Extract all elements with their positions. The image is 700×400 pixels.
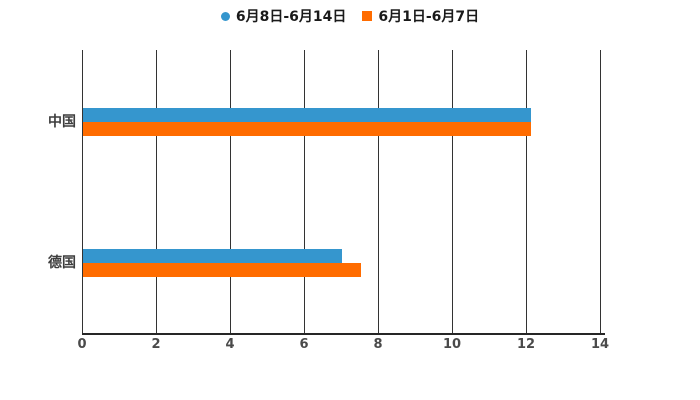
x-tick-label: 0 — [77, 337, 87, 352]
x-tick-label: 10 — [442, 337, 462, 352]
gridline — [230, 50, 231, 333]
legend-label: 6月8日-6月14日 — [235, 9, 347, 25]
legend-label: 6月1日-6月7日 — [378, 9, 480, 25]
gridline — [304, 50, 305, 333]
x-tick-label: 8 — [373, 337, 383, 352]
gridline — [82, 50, 83, 333]
bar-中国-series0 — [83, 107, 531, 122]
circle-marker-icon — [220, 11, 230, 21]
gridline — [526, 50, 527, 333]
gridline — [378, 50, 379, 333]
gridline — [452, 50, 453, 333]
gridline — [156, 50, 157, 333]
square-marker-icon — [362, 11, 373, 21]
x-tick-label: 14 — [590, 337, 610, 352]
legend-item[interactable]: 6月8日-6月14日 — [220, 6, 347, 26]
x-tick-label: 12 — [516, 337, 536, 352]
x-tick-label: 2 — [151, 337, 161, 352]
x-axis-line — [82, 333, 605, 335]
bar-德国-series1 — [83, 263, 361, 278]
x-tick-label: 4 — [225, 337, 235, 352]
legend-item[interactable]: 6月1日-6月7日 — [362, 6, 479, 26]
x-tick-label: 6 — [299, 337, 309, 352]
bar-德国-series0 — [83, 249, 342, 264]
category-label: 中国 — [48, 113, 76, 130]
legend: 6月8日-6月14日 6月1日-6月7日 — [0, 6, 700, 26]
gridline — [600, 50, 601, 333]
category-label: 德国 — [48, 255, 76, 272]
bar-中国-series1 — [83, 121, 531, 136]
